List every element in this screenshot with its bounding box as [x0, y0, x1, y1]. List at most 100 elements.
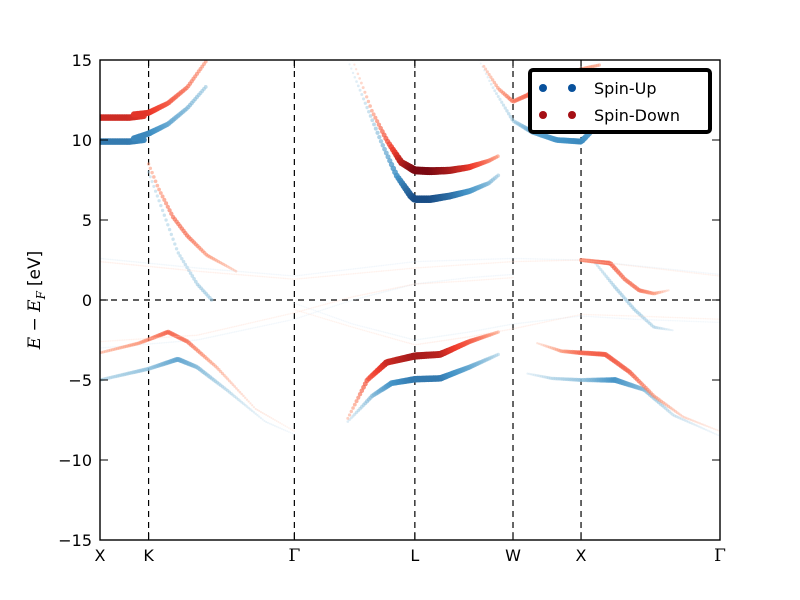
band-point-spin-down [100, 340, 103, 343]
band-point-spin-down [487, 278, 490, 281]
band-point-spin-up [459, 332, 462, 335]
band-point-spin-up [305, 306, 308, 309]
band-point-spin-up [179, 265, 182, 268]
band-point-spin-down [307, 277, 309, 279]
band-point-spin-down [261, 319, 264, 321]
band-point-spin-down [120, 339, 122, 342]
band-point-spin-up [226, 269, 229, 272]
band-point-spin-up [662, 267, 665, 270]
band-point-spin-up [499, 325, 502, 328]
band-point-spin-down [715, 318, 717, 320]
band-point-spin-up [666, 319, 668, 322]
band-point-spin-down [121, 263, 124, 265]
band-point-spin-up [468, 259, 470, 261]
band-point-spin-up [277, 273, 280, 276]
band-point-spin-down [485, 70, 489, 74]
band-point-spin-down [646, 266, 649, 269]
band-point-spin-up [482, 258, 484, 261]
band-point-spin-up [652, 319, 654, 321]
band-point-spin-down [492, 262, 495, 264]
band-point-spin-up [368, 327, 371, 330]
band-point-spin-up [349, 300, 351, 302]
band-point-spin-down [609, 262, 612, 265]
band-point-spin-down [253, 275, 255, 277]
band-point-spin-up [645, 318, 647, 321]
band-point-spin-down [386, 269, 388, 272]
band-point-spin-down [450, 264, 453, 267]
band-point-spin-up [576, 259, 579, 261]
band-point-spin-up [256, 326, 259, 328]
band-point-spin-down [557, 318, 560, 320]
band-point-spin-down [347, 325, 350, 327]
band-point-spin-down [408, 267, 411, 270]
band-point-spin-up [408, 261, 411, 264]
band-point-spin-down [330, 301, 332, 304]
band-point-spin-up [253, 271, 255, 274]
band-point-spin-down [470, 263, 472, 266]
band-point-spin-up [499, 258, 502, 260]
band-point-spin-up [159, 203, 163, 208]
band-point-spin-up [571, 258, 574, 261]
band-point-spin-up [277, 321, 280, 324]
band-point-spin-up [512, 273, 514, 276]
band-point-spin-up [282, 274, 285, 276]
band-point-spin-down [594, 260, 596, 263]
band-point-spin-up [414, 260, 416, 263]
band-point-spin-down [361, 329, 364, 331]
band-point-spin-down [639, 266, 642, 268]
band-point-spin-up [365, 295, 367, 298]
band-point-spin-down [487, 72, 491, 77]
band-point-spin-up [706, 321, 708, 323]
band-point-spin-up [155, 263, 157, 265]
band-point-spin-up [354, 323, 357, 326]
band-point-spin-down [499, 261, 502, 264]
band-point-spin-up [449, 334, 451, 336]
band-point-spin-down [305, 277, 308, 279]
band-point-spin-down [671, 269, 673, 272]
band-point-spin-down [690, 317, 693, 319]
band-point-spin-up [495, 92, 498, 96]
band-point-spin-down [235, 273, 238, 276]
band-point-spin-down [279, 277, 281, 279]
band-point-spin-down [653, 315, 656, 318]
band-point-spin-up [520, 257, 523, 260]
band-point-spin-up [402, 336, 404, 338]
band-point-spin-down [494, 278, 497, 280]
band-point-spin-up [548, 258, 551, 261]
band-point-spin-up [155, 342, 157, 345]
band-point-spin-down [401, 268, 404, 270]
band-point-spin-up [711, 321, 714, 323]
band-point-spin-up [636, 265, 638, 267]
band-point-spin-up [464, 259, 467, 261]
band-point-spin-up [489, 258, 491, 260]
band-point-spin-up [265, 324, 267, 327]
band-point-spin-down [382, 335, 385, 337]
band-point-spin-down [224, 263, 228, 267]
band-point-spin-up [501, 103, 506, 107]
band-point-spin-down [372, 291, 374, 294]
band-point-spin-down [267, 276, 269, 278]
band-point-spin-up [456, 332, 458, 335]
band-point-spin-down [641, 315, 644, 318]
band-point-spin-up [275, 273, 278, 276]
band-point-spin-up [438, 260, 441, 262]
band-point-spin-up [405, 261, 407, 264]
band-point-spin-up [486, 76, 489, 79]
band-point-spin-down [226, 327, 229, 329]
y-tick-label: 10 [72, 131, 92, 150]
band-point-spin-up [639, 265, 642, 267]
band-point-spin-down [116, 339, 119, 342]
band-point-spin-up [326, 271, 329, 273]
band-point-spin-up [536, 374, 540, 378]
band-point-spin-up [703, 427, 706, 431]
band-point-spin-down [624, 314, 626, 317]
band-point-spin-up [422, 282, 425, 284]
band-point-spin-up [666, 328, 669, 331]
band-point-spin-down [254, 320, 257, 323]
band-point-spin-up [272, 322, 274, 325]
band-point-spin-down [480, 262, 483, 265]
band-point-spin-down [604, 314, 607, 316]
band-point-spin-down [188, 269, 191, 272]
band-point-spin-up [440, 335, 443, 337]
